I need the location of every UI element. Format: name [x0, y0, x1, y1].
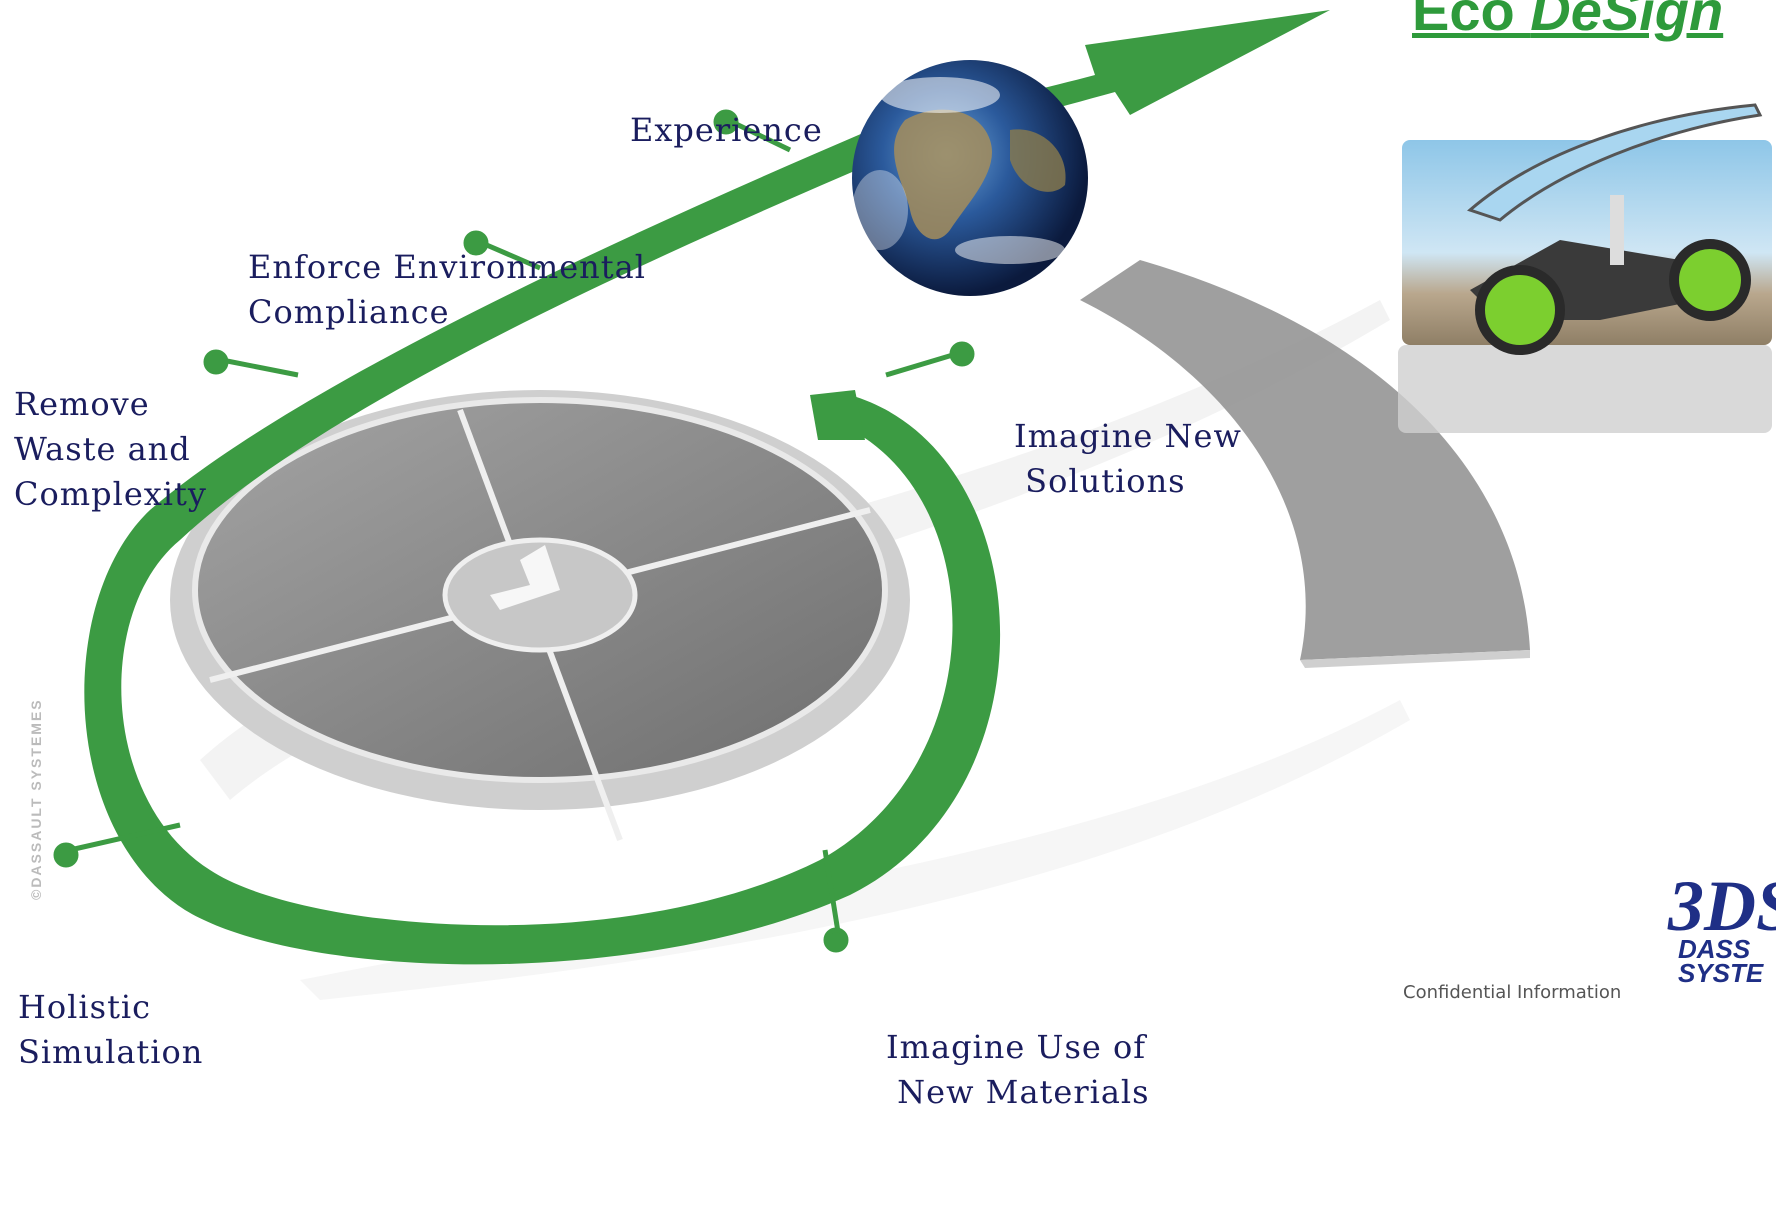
copyright-watermark: ©DASSAULT SYSTEMES	[28, 698, 44, 900]
earth-globe-image	[852, 60, 1088, 296]
grey-ribbon-edge	[1300, 650, 1530, 668]
dassault-logo-text: DASS SYSTE	[1678, 934, 1764, 988]
connector-pins	[53, 109, 975, 953]
label-enforce-compliance: Enforce Environmental Compliance	[248, 248, 646, 331]
diagram-canvas: 3DS Eco DeSign Experience Enforce Enviro…	[14, 0, 1776, 1111]
diagram-graphics: 3DS	[53, 10, 1776, 1000]
label-experience: Experience	[630, 111, 823, 149]
dassault-logo: DASS SYSTE	[1660, 845, 1776, 995]
background-swoosh	[300, 700, 1410, 1000]
svg-text:3DS: 3DS	[1667, 866, 1776, 946]
label-imagine-solutions: Imagine New Solutions	[1014, 417, 1242, 500]
central-disc	[170, 390, 910, 842]
dassault-logo-mark: 3DS	[1667, 866, 1776, 946]
label-imagine-materials: Imagine Use of New Materials	[886, 1028, 1150, 1111]
label-holistic-simulation: Holistic Simulation	[18, 988, 204, 1071]
label-remove-waste: Remove Waste and Complexity	[14, 385, 207, 513]
eco-vehicle-image	[1398, 103, 1772, 433]
grey-ribbon	[1080, 260, 1530, 660]
confidential-footer: Confidential Information	[1403, 982, 1622, 1003]
eco-design-title: Eco DeSign	[1412, 0, 1724, 42]
